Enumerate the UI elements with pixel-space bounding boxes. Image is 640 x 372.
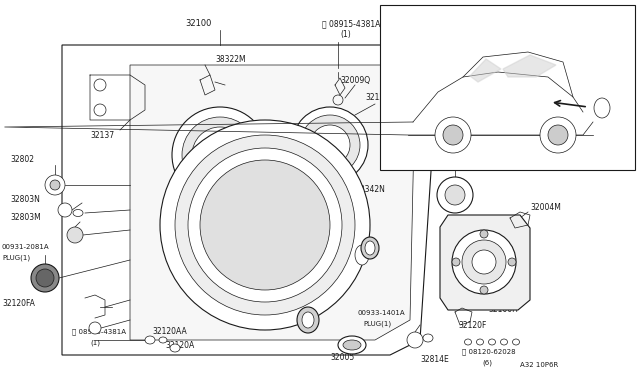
Circle shape (192, 127, 248, 183)
Ellipse shape (170, 344, 180, 352)
Text: 32803M: 32803M (10, 214, 41, 222)
Text: 00931-2081A: 00931-2081A (2, 244, 50, 250)
Text: 38322M: 38322M (215, 55, 246, 64)
Text: 32005: 32005 (330, 353, 355, 362)
Text: FOR VEHICLES WITHOUT: FOR VEHICLES WITHOUT (451, 15, 561, 23)
Circle shape (175, 135, 355, 315)
Text: Ⓟ 08915-4381A: Ⓟ 08915-4381A (322, 19, 380, 29)
Polygon shape (440, 215, 530, 310)
Text: A/T CONTROL UNIT ASSY: A/T CONTROL UNIT ASSY (450, 28, 561, 36)
Text: 32120FA: 32120FA (2, 298, 35, 308)
Text: Ⓑ 08120-62028: Ⓑ 08120-62028 (462, 349, 516, 355)
Circle shape (462, 240, 506, 284)
Circle shape (300, 115, 360, 175)
Circle shape (67, 227, 83, 243)
Circle shape (407, 332, 423, 348)
Text: 00933-1401A: 00933-1401A (358, 310, 406, 316)
Text: (1): (1) (340, 31, 351, 39)
Circle shape (182, 117, 258, 193)
Circle shape (36, 269, 54, 287)
Circle shape (540, 117, 576, 153)
Ellipse shape (297, 307, 319, 333)
Polygon shape (470, 59, 501, 82)
Text: 32103: 32103 (460, 157, 484, 167)
Ellipse shape (338, 336, 366, 354)
Circle shape (160, 120, 370, 330)
Circle shape (50, 180, 60, 190)
Ellipse shape (343, 340, 361, 350)
Ellipse shape (355, 245, 369, 265)
Circle shape (172, 107, 268, 203)
Text: 32120A: 32120A (165, 340, 195, 350)
Text: 38342N: 38342N (355, 186, 385, 195)
Text: Ⓟ 08915-4381A: Ⓟ 08915-4381A (72, 329, 126, 335)
Text: 32120AA: 32120AA (152, 327, 187, 337)
Text: 31084E: 31084E (563, 86, 592, 94)
Circle shape (292, 107, 368, 183)
Text: PLUG(1): PLUG(1) (2, 255, 30, 261)
Circle shape (452, 230, 516, 294)
Circle shape (45, 175, 65, 195)
Text: (1): (1) (90, 340, 100, 346)
Circle shape (437, 177, 473, 213)
Circle shape (480, 286, 488, 294)
Circle shape (472, 250, 496, 274)
Text: 32009Q: 32009Q (340, 76, 370, 84)
Text: 32100H: 32100H (488, 305, 518, 314)
Ellipse shape (365, 241, 375, 255)
Circle shape (443, 125, 463, 145)
Ellipse shape (73, 209, 83, 217)
Text: 32814E: 32814E (420, 356, 449, 365)
Text: A32 10P6R: A32 10P6R (520, 362, 558, 368)
Circle shape (445, 185, 465, 205)
Text: (6): (6) (482, 360, 492, 366)
Ellipse shape (361, 237, 379, 259)
Circle shape (310, 125, 350, 165)
Circle shape (31, 264, 59, 292)
Circle shape (58, 203, 72, 217)
Polygon shape (130, 65, 415, 340)
Ellipse shape (500, 339, 508, 345)
Circle shape (89, 322, 101, 334)
Ellipse shape (159, 337, 167, 343)
Polygon shape (503, 55, 556, 77)
Text: 32120A: 32120A (365, 93, 394, 102)
Circle shape (188, 148, 342, 302)
Text: 32100: 32100 (185, 19, 211, 29)
Ellipse shape (302, 312, 314, 328)
FancyBboxPatch shape (380, 5, 635, 170)
Ellipse shape (145, 336, 155, 344)
Ellipse shape (513, 339, 520, 345)
Circle shape (200, 160, 330, 290)
Ellipse shape (423, 334, 433, 342)
Circle shape (548, 125, 568, 145)
Ellipse shape (488, 339, 495, 345)
Text: PLUG(1): PLUG(1) (363, 321, 391, 327)
Circle shape (508, 258, 516, 266)
Text: 32004M: 32004M (530, 203, 561, 212)
Text: 00933-1161A: 00933-1161A (315, 229, 363, 235)
Circle shape (435, 117, 471, 153)
Text: 32120F: 32120F (458, 321, 486, 330)
Circle shape (480, 230, 488, 238)
Circle shape (452, 258, 460, 266)
Ellipse shape (465, 339, 472, 345)
Text: PLUG(1): PLUG(1) (322, 240, 350, 246)
Ellipse shape (477, 339, 483, 345)
Text: 32803N: 32803N (10, 196, 40, 205)
Polygon shape (62, 45, 435, 355)
Text: 32137: 32137 (90, 131, 114, 140)
Text: 32802: 32802 (10, 155, 34, 164)
Ellipse shape (594, 98, 610, 118)
